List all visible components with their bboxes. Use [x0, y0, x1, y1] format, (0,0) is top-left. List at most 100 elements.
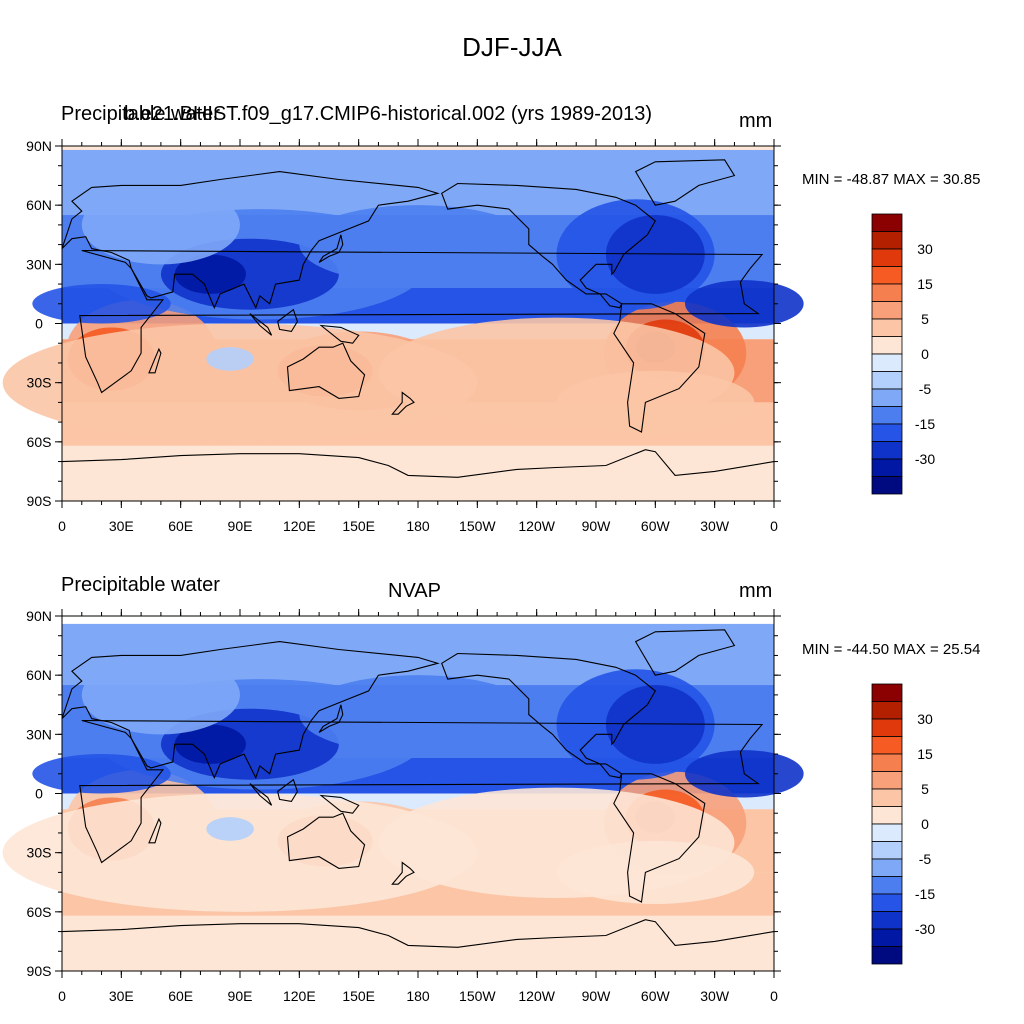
coastline-australia: [286, 342, 366, 399]
colorbar-swatch: [871, 753, 903, 772]
coastline-sumatra: [249, 783, 273, 806]
lat-tick-label: 60N: [26, 667, 52, 683]
missing-data-band: [62, 616, 774, 624]
colorbar-label: -15: [915, 886, 935, 902]
coastline-greenland: [634, 629, 736, 676]
colorbar-swatch: [871, 283, 903, 302]
coastline-namerica: [441, 182, 657, 309]
colorbar-label: 15: [917, 276, 933, 292]
lon-tick-label: 60E: [168, 518, 193, 534]
panel2-minmax-text: MIN = -44.50 MAX = 25.54: [802, 641, 981, 658]
panel2-coastlines: [61, 629, 775, 948]
coastline-borneo: [276, 308, 299, 333]
lat-tick-label: 90S: [27, 963, 52, 979]
colorbar-swatch: [871, 406, 903, 425]
panel2-obs-label: NVAP: [388, 580, 441, 602]
panel1-case-label: b.e21.BHIST.f09_g17.CMIP6-historical.002…: [124, 103, 653, 125]
colorbar-swatch: [871, 823, 903, 842]
colorbar-label: -15: [915, 416, 935, 432]
coastline-newzealand: [391, 861, 415, 885]
colorbar-swatch: [871, 336, 903, 355]
lon-tick-label: 90W: [582, 518, 612, 534]
field-contour: [299, 205, 537, 285]
colorbar-swatch: [871, 476, 903, 495]
lat-tick-label: 60S: [27, 434, 52, 450]
field-contour: [556, 370, 755, 434]
colorbar-label: 5: [921, 311, 929, 327]
colorbar-swatch: [871, 458, 903, 477]
panel1-coastlines: [61, 159, 775, 478]
lon-tick-label: 120W: [518, 518, 555, 534]
lon-tick-label: 120E: [283, 988, 316, 1004]
panel1-minmax-text: MIN = -48.87 MAX = 30.85: [802, 171, 981, 188]
lon-tick-label: 90E: [228, 518, 253, 534]
coastline-eurasia: [61, 171, 440, 310]
lat-tick-label: 60S: [27, 904, 52, 920]
colorbar-swatch: [871, 911, 903, 930]
colorbar-swatch: [871, 318, 903, 337]
colorbar-swatch: [871, 388, 903, 407]
lat-tick-label: 90N: [26, 138, 52, 154]
lon-tick-label: 0: [58, 988, 66, 1004]
lon-tick-label: 120W: [518, 988, 555, 1004]
panel2-map-layers: [2, 616, 804, 971]
lon-tick-label: 30E: [109, 988, 134, 1004]
field-band: [62, 941, 774, 971]
colorbar-swatch: [871, 788, 903, 807]
colorbar-label: 30: [917, 711, 933, 727]
colorbar-swatch: [871, 841, 903, 860]
colorbar-swatch: [871, 353, 903, 372]
colorbar-swatch: [871, 441, 903, 460]
colorbar-swatch: [871, 736, 903, 755]
colorbar-swatch: [871, 248, 903, 267]
lon-tick-label: 0: [770, 988, 778, 1004]
panel1-variable-label: Precipitable water: [61, 103, 220, 125]
coastline-japan: [318, 234, 344, 263]
coastline-africa: [79, 249, 764, 394]
colorbar-label: -30: [915, 451, 935, 467]
coastline-png: [319, 324, 360, 344]
lon-tick-label: 150W: [459, 988, 496, 1004]
coastline-madagascar: [148, 817, 162, 844]
colorbar-swatch: [871, 301, 903, 320]
field-contour: [81, 655, 240, 735]
lon-tick-label: 60E: [168, 988, 193, 1004]
panel1-units-label: mm: [739, 110, 773, 132]
lon-tick-label: 30E: [109, 518, 134, 534]
panel2-units-label: mm: [739, 580, 773, 602]
coastline-madagascar: [148, 347, 162, 374]
colorbar-swatch: [871, 213, 903, 232]
field-contour: [81, 185, 240, 265]
field-contour: [32, 284, 171, 324]
coastline-australia: [286, 812, 366, 869]
colorbar-label: 15: [917, 746, 933, 762]
colorbar-swatch: [871, 266, 903, 285]
lat-tick-label: 0: [35, 786, 43, 802]
colorbar-label: 0: [921, 816, 929, 832]
field-contour: [556, 840, 755, 904]
coastline-sumatra: [249, 313, 273, 336]
field-contour: [206, 347, 254, 371]
lon-tick-label: 90W: [582, 988, 612, 1004]
lon-tick-label: 150E: [342, 988, 375, 1004]
lon-tick-label: 90E: [228, 988, 253, 1004]
lon-tick-label: 150E: [342, 518, 375, 534]
lat-tick-label: 90N: [26, 608, 52, 624]
figure-title: DJF-JJA: [462, 32, 562, 62]
colorbar-swatch: [871, 858, 903, 877]
lat-tick-label: 30S: [27, 845, 52, 861]
coastline-borneo: [276, 778, 299, 803]
colorbar-label: -5: [919, 381, 932, 397]
panel2-variable-label: Precipitable water: [61, 574, 220, 596]
lat-tick-label: 30N: [26, 726, 52, 742]
coastline-newzealand: [391, 391, 415, 415]
colorbar-swatch: [871, 683, 903, 702]
lon-tick-label: 60W: [641, 988, 671, 1004]
lon-tick-label: 180: [406, 988, 430, 1004]
lat-tick-label: 90S: [27, 493, 52, 509]
panel2-axes: 90N 60N 30N 0 30S 60S 90S 0 30E 60E 90E 120E 150E 180…: [26, 608, 781, 1004]
field-contour: [605, 685, 705, 764]
colorbar-swatch: [871, 928, 903, 947]
coastline-antarctic: [61, 449, 775, 478]
